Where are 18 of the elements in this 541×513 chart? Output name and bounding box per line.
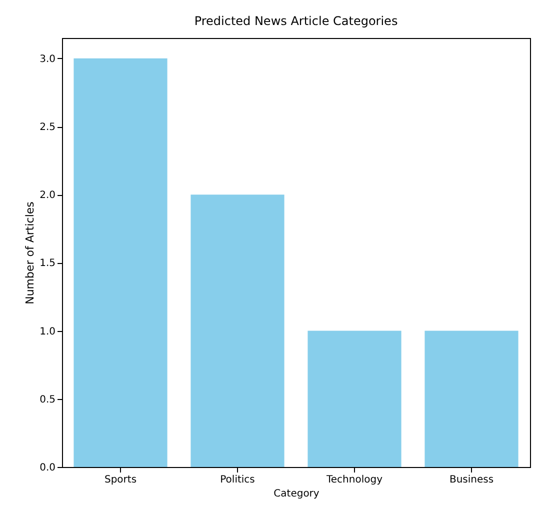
y-tick-label: 0.0	[40, 462, 56, 474]
chart-title: Predicted News Article Categories	[194, 14, 398, 28]
y-axis-title: Number of Articles	[24, 201, 37, 304]
x-axis-title: Category	[274, 488, 320, 500]
y-tick-label: 0.5	[40, 394, 56, 406]
bar	[424, 330, 518, 467]
bar	[190, 194, 284, 467]
x-tick-label: Technology	[325, 474, 383, 486]
y-tick-label: 1.5	[40, 258, 56, 270]
bar	[308, 330, 402, 467]
x-tick-label: Sports	[104, 474, 137, 486]
y-tick-label: 3.0	[40, 54, 56, 65]
x-tick-label: Politics	[220, 474, 255, 486]
y-tick-label: 2.5	[40, 122, 56, 134]
x-tick-label: Business	[449, 474, 494, 486]
y-tick-label: 2.0	[40, 190, 56, 202]
bar	[74, 58, 168, 467]
y-tick-label: 1.0	[40, 326, 56, 338]
